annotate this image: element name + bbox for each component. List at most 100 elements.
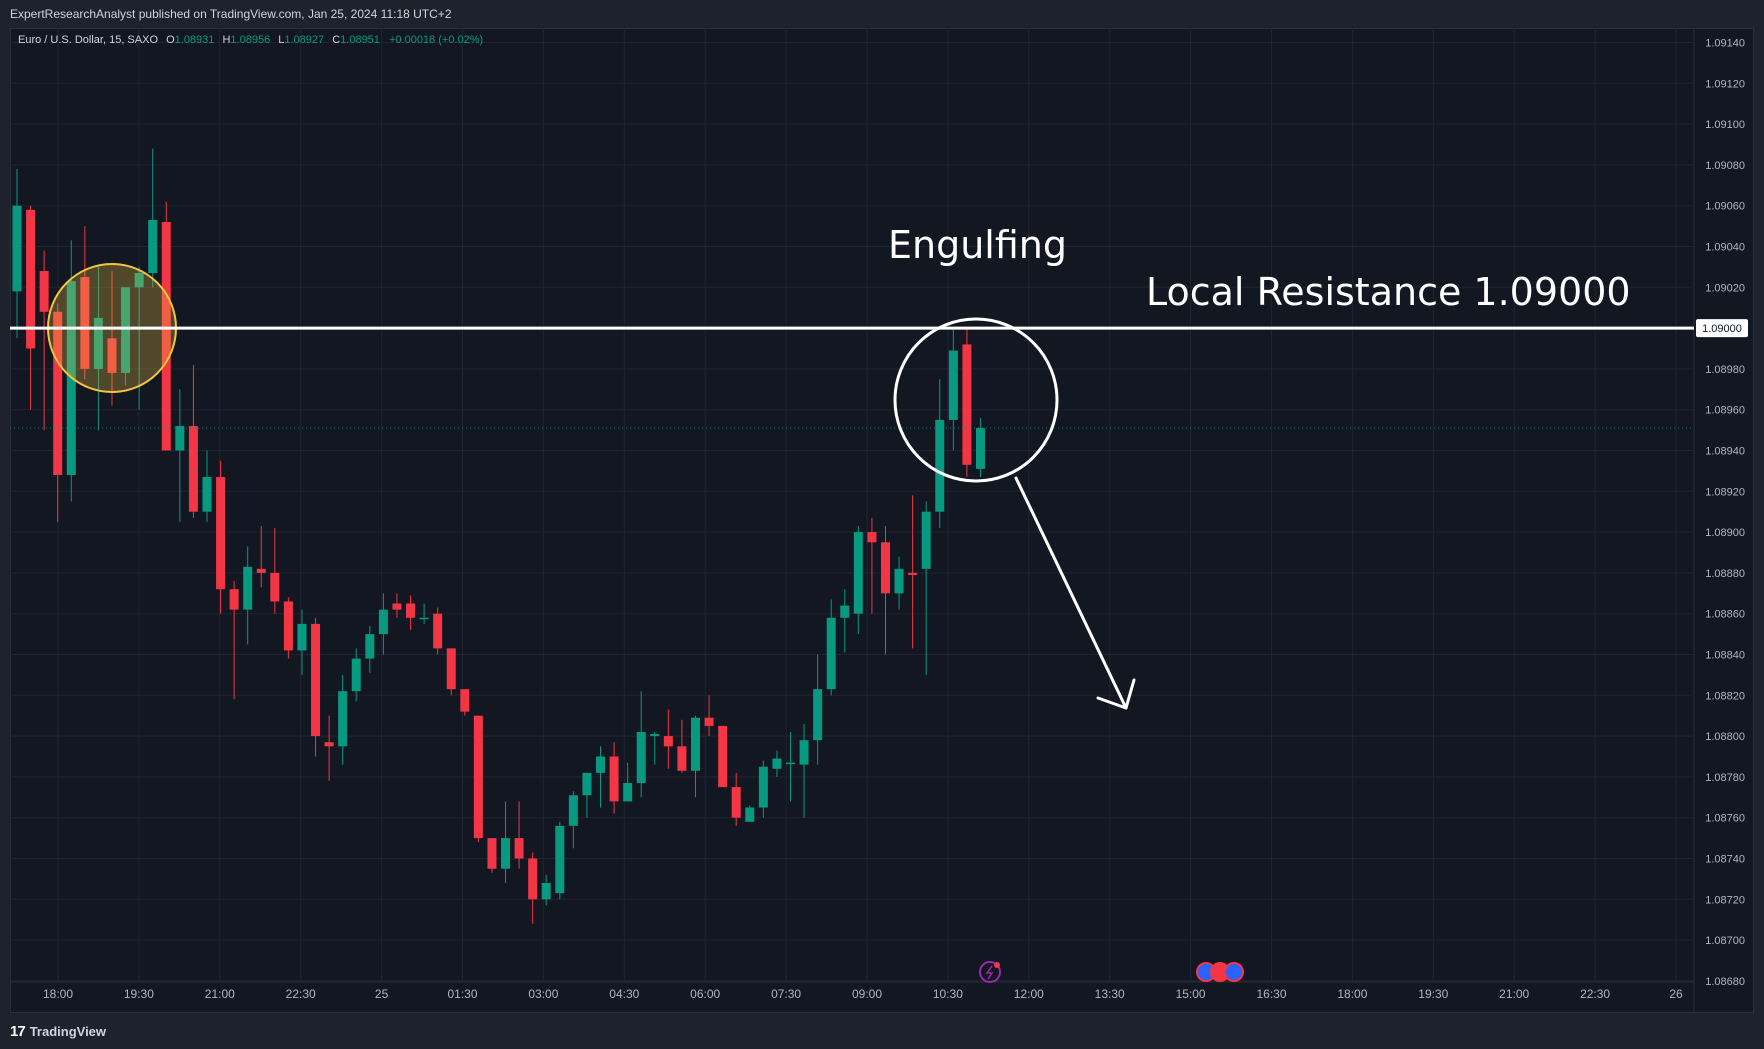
candle-body-down[interactable]	[704, 717, 714, 726]
candle-body-down[interactable]	[283, 601, 293, 651]
candle-body-down[interactable]	[528, 858, 538, 900]
x-tick-label: 12:00	[1014, 987, 1044, 1001]
candle-body-up[interactable]	[935, 419, 945, 512]
candle-body-down[interactable]	[962, 344, 972, 465]
symbol-name: Euro / U.S. Dollar, 15, SAXO	[18, 34, 159, 46]
candle-body-up[interactable]	[243, 566, 253, 610]
candle-body-up[interactable]	[948, 350, 958, 420]
candle-body-up[interactable]	[691, 717, 700, 771]
candle-body-up[interactable]	[772, 758, 782, 769]
candle-body-up[interactable]	[745, 807, 755, 822]
open-value: 1.08931	[174, 34, 215, 46]
candle-body-down[interactable]	[663, 736, 673, 747]
candle-body-down[interactable]	[473, 715, 483, 839]
candle-body-up[interactable]	[650, 734, 660, 737]
candle-body-down[interactable]	[229, 589, 239, 610]
candle-body-up[interactable]	[596, 756, 606, 773]
economic-event-icon[interactable]	[1224, 962, 1244, 982]
candle-body-down[interactable]	[216, 477, 226, 590]
symbol-legend: Euro / U.S. Dollar, 15, SAXO O1.08931 H1…	[18, 34, 483, 46]
candle-body-up[interactable]	[351, 658, 361, 692]
candle-body-down[interactable]	[392, 603, 402, 610]
tradingview-logo[interactable]: 17 TradingView	[10, 1023, 106, 1040]
candle-body-up[interactable]	[853, 532, 863, 614]
candle-body-up[interactable]	[894, 568, 904, 594]
candle-body-up[interactable]	[568, 795, 578, 826]
candle-body-down[interactable]	[53, 311, 63, 475]
candle-body-up[interactable]	[582, 772, 592, 796]
y-tick-label: 1.09120	[1705, 78, 1745, 90]
candle-body-up[interactable]	[202, 477, 212, 512]
candle-body-down[interactable]	[514, 838, 524, 859]
candle-body-down[interactable]	[270, 572, 280, 602]
candle-body-down[interactable]	[446, 648, 456, 690]
close-label: C	[332, 34, 341, 46]
candle-body-down[interactable]	[433, 613, 443, 649]
x-tick-label: 01:30	[447, 987, 477, 1001]
y-tick-label: 1.08900	[1705, 527, 1745, 539]
candle-body-up[interactable]	[175, 426, 185, 451]
candle-body-up[interactable]	[148, 219, 158, 274]
candle-body-down[interactable]	[256, 568, 266, 573]
candle-body-up[interactable]	[826, 617, 836, 690]
y-tick-label: 1.08680	[1705, 976, 1745, 988]
candle-body-up[interactable]	[501, 838, 511, 869]
candle-body-down[interactable]	[26, 209, 36, 349]
candle-body-up[interactable]	[623, 783, 633, 802]
candle-body-up[interactable]	[541, 882, 551, 900]
candle-body-up[interactable]	[785, 762, 795, 765]
candle-body-down[interactable]	[908, 572, 918, 575]
candle-body-down[interactable]	[718, 725, 728, 788]
y-tick-label: 1.09080	[1705, 160, 1745, 172]
y-tick-label: 1.08780	[1705, 772, 1745, 784]
candle-body-up[interactable]	[12, 205, 22, 292]
candle-body-up[interactable]	[921, 511, 931, 569]
candle-body-down[interactable]	[487, 838, 497, 869]
candle-body-up[interactable]	[555, 825, 565, 894]
candle-body-down[interactable]	[880, 542, 890, 594]
x-tick-label: 06:00	[690, 987, 720, 1001]
y-tick-label: 1.08720	[1705, 894, 1745, 906]
candle-body-down[interactable]	[460, 689, 470, 712]
low-label: L	[278, 34, 285, 46]
alert-event-icon[interactable]	[979, 961, 1001, 983]
candle-body-down[interactable]	[731, 787, 741, 818]
projection-arrow-head	[1096, 678, 1136, 710]
candle-body-up[interactable]	[378, 609, 388, 635]
candle-body-up[interactable]	[121, 287, 131, 373]
candle-body-up[interactable]	[813, 689, 823, 741]
candle-body-up[interactable]	[419, 617, 429, 620]
high-value: 1.08956	[230, 34, 271, 46]
x-tick-label: 18:00	[1337, 987, 1367, 1001]
candle-body-down[interactable]	[80, 277, 90, 369]
candle-body-up[interactable]	[636, 732, 646, 784]
x-tick-label: 22:30	[1580, 987, 1610, 1001]
candle-body-up[interactable]	[365, 634, 375, 659]
y-tick-label: 1.08760	[1705, 813, 1745, 825]
close-value: 1.08951	[340, 34, 380, 46]
candle-body-down[interactable]	[677, 746, 687, 771]
candle-body-up[interactable]	[840, 605, 850, 618]
candle-body-down[interactable]	[609, 756, 619, 802]
candle-body-down[interactable]	[867, 532, 877, 543]
candle-body-up[interactable]	[297, 623, 307, 651]
candle-body-up[interactable]	[93, 317, 103, 369]
candle-body-up[interactable]	[975, 428, 985, 469]
candle-body-down[interactable]	[406, 603, 416, 618]
candle-body-down[interactable]	[107, 338, 117, 373]
candle-body-up[interactable]	[134, 273, 144, 288]
candle-body-down[interactable]	[161, 222, 171, 451]
candle-body-down[interactable]	[324, 742, 334, 747]
candle-body-up[interactable]	[338, 691, 348, 747]
candle-body-up[interactable]	[758, 766, 768, 808]
publish-info-bar: ExpertResearchAnalyst published on Tradi…	[0, 0, 1764, 28]
candle-body-up[interactable]	[799, 740, 809, 765]
candle-body-down[interactable]	[188, 426, 198, 512]
open-label: O	[166, 34, 175, 46]
candle-body-down[interactable]	[311, 623, 321, 737]
y-tick-label: 1.08740	[1705, 854, 1745, 866]
candle-body-down[interactable]	[39, 270, 49, 312]
resistance-price-tag	[1696, 319, 1748, 338]
